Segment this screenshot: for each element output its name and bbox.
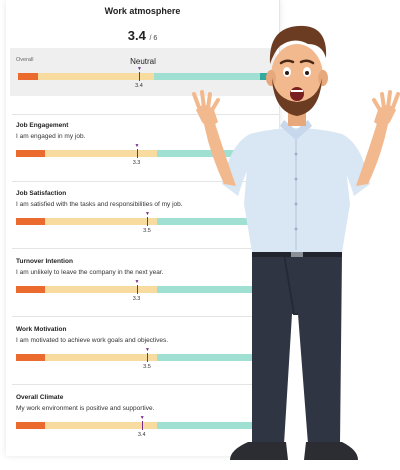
panel-title: Work atmosphere: [104, 6, 181, 16]
dimension-title: Overall Climate: [16, 394, 64, 401]
bar-value: 3.4: [137, 432, 146, 438]
dimension-description: I am engaged in my job.: [16, 133, 86, 140]
bar-value: 3.4: [135, 83, 143, 89]
bar-value: 3.5: [143, 228, 151, 234]
dimension-title: Job Engagement: [16, 122, 69, 129]
section-divider: [12, 248, 279, 249]
dimension-title: Turnover Intention: [16, 258, 73, 265]
dimension-item: Turnover Intention I am unlikely to leave…: [16, 258, 278, 276]
dimension-score-bar: ▼ 3.3: [16, 280, 278, 302]
section-divider: [12, 114, 279, 115]
score-max: / 6: [149, 35, 158, 42]
dimension-title: Work Motivation: [16, 326, 67, 333]
section-divider: [12, 384, 279, 385]
bar-value: 3.3: [132, 160, 141, 166]
dimension-item: Job Engagement I am engaged in my job.: [16, 122, 278, 140]
score-marker: [138, 72, 140, 81]
dimension-score-bar: ▼ 3.5: [16, 348, 278, 370]
marker-arrow-icon: ▼: [139, 415, 145, 421]
dimension-description: I am motivated to achieve work goals and…: [16, 337, 169, 344]
overall-summary: Overall Neutral ▼ 3.4: [10, 48, 276, 96]
section-divider: [12, 316, 279, 317]
bar-value: 3.3: [132, 296, 141, 302]
score-marker: [147, 353, 148, 362]
score-marker: [136, 285, 138, 294]
dimension-score-bar: ▼ 3.4: [16, 416, 278, 438]
dimension-description: My work environment is positive and supp…: [16, 405, 155, 412]
marker-arrow-icon: ▼: [136, 66, 142, 72]
overall-status: Neutral: [130, 57, 156, 66]
dimension-item: Job Satisfaction I am satisfied with the …: [16, 190, 278, 208]
marker-arrow-icon: ▼: [134, 279, 140, 285]
dimension-description: I am satisfied with the tasks and respon…: [16, 201, 183, 208]
score-value: 3.4: [127, 28, 146, 43]
dimension-title: Job Satisfaction: [16, 190, 67, 197]
surprised-man-illustration: [192, 25, 400, 460]
score-marker: [147, 217, 148, 226]
score-marker: [141, 421, 143, 430]
marker-arrow-icon: ▼: [134, 143, 140, 149]
section-divider: [12, 181, 279, 182]
marker-arrow-icon: ▼: [145, 347, 150, 353]
score-marker: [136, 149, 138, 158]
overall-score-bar: ▼ 3.4: [18, 67, 270, 89]
overall-label: Overall: [16, 57, 34, 63]
overall-score: 3.4 / 6: [6, 28, 279, 43]
marker-arrow-icon: ▼: [145, 211, 150, 217]
dimension-description: I am unlikely to leave the company in th…: [16, 269, 164, 276]
dimension-score-bar: ▼ 3.5: [16, 212, 278, 234]
dimension-item: Work Motivation I am motivated to achieve…: [16, 326, 278, 344]
bar-value: 3.5: [143, 364, 151, 370]
dimension-item: Overall Climate My work environment is po…: [16, 394, 278, 412]
